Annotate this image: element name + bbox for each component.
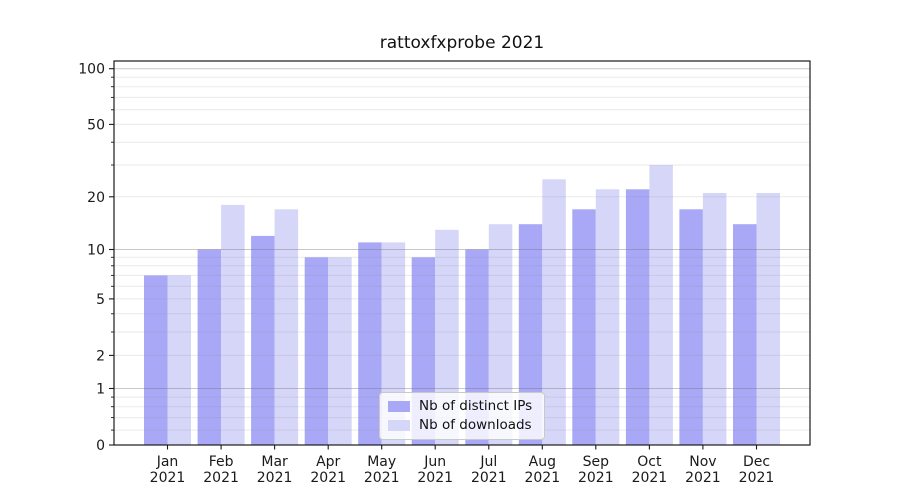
y-tick-label: 100 xyxy=(78,62,105,78)
bar-distinct-ips-nov xyxy=(679,209,703,445)
x-tick-label-month: Jun xyxy=(423,454,446,470)
bar-downloads-feb xyxy=(221,204,245,445)
legend-swatch-distinct-ips xyxy=(388,401,410,412)
x-tick-label-month: May xyxy=(367,454,396,470)
y-tick-label: 5 xyxy=(96,292,105,308)
plot-border xyxy=(113,60,811,446)
x-tick-label-month: Nov xyxy=(689,454,716,470)
x-tick-label-year: 2021 xyxy=(257,470,293,486)
bar-downloads-nov xyxy=(702,193,727,445)
x-tick-label-month: Apr xyxy=(316,454,340,470)
x-tick-label-month: Sep xyxy=(583,454,610,470)
y-tick-label: 10 xyxy=(87,243,105,259)
bar-distinct-ips-sep xyxy=(572,209,596,445)
x-tick-label-month: Dec xyxy=(743,454,770,470)
bar-distinct-ips-aug xyxy=(518,224,543,445)
legend-item-downloads: Nb of downloads xyxy=(388,416,536,435)
bar-downloads-apr xyxy=(328,257,352,445)
x-tick-label-month: Mar xyxy=(261,454,288,470)
bar-distinct-ips-dec xyxy=(733,224,757,445)
x-tick-label-month: Feb xyxy=(209,454,234,470)
y-tick-label: 20 xyxy=(87,190,105,206)
bar-downloads-mar xyxy=(274,209,299,445)
x-tick-label-year: 2021 xyxy=(685,470,721,486)
bar-distinct-ips-may xyxy=(358,242,382,445)
legend: Nb of distinct IPs Nb of downloads xyxy=(379,392,545,440)
bar-distinct-ips-apr xyxy=(304,257,329,445)
y-tick-label: 2 xyxy=(96,348,105,364)
x-tick-label-month: Aug xyxy=(529,454,556,470)
bar-distinct-ips-feb xyxy=(197,249,222,445)
legend-label-distinct-ips: Nb of distinct IPs xyxy=(419,398,533,414)
x-tick-label-month: Jul xyxy=(479,454,497,470)
x-tick-label-year: 2021 xyxy=(739,470,775,486)
bar-downloads-jan xyxy=(167,275,191,445)
x-tick-label-year: 2021 xyxy=(203,470,239,486)
chart-title: rattoxfxprobe 2021 xyxy=(379,33,545,53)
bar-downloads-sep xyxy=(595,189,620,445)
bar-distinct-ips-oct xyxy=(625,189,650,445)
x-tick-label-year: 2021 xyxy=(310,470,346,486)
bar-distinct-ips-mar xyxy=(251,235,275,445)
x-tick-label-month: Oct xyxy=(637,454,662,470)
x-tick-label-year: 2021 xyxy=(524,470,560,486)
x-tick-label-year: 2021 xyxy=(632,470,668,486)
bar-distinct-ips-jan xyxy=(144,275,168,445)
bar-downloads-aug xyxy=(542,179,566,446)
y-tick-label: 50 xyxy=(87,117,105,133)
x-tick-label-month: Jan xyxy=(156,454,179,470)
bar-downloads-dec xyxy=(756,193,780,445)
legend-label-downloads: Nb of downloads xyxy=(419,417,532,433)
y-tick-label: 1 xyxy=(96,382,105,398)
x-tick-label-year: 2021 xyxy=(578,470,614,486)
x-tick-label-year: 2021 xyxy=(417,470,453,486)
bar-downloads-jul xyxy=(488,224,513,445)
x-tick-label-year: 2021 xyxy=(364,470,400,486)
x-tick-label-year: 2021 xyxy=(150,470,186,486)
bar-downloads-jun xyxy=(435,229,459,445)
legend-swatch-downloads xyxy=(388,420,410,431)
bar-downloads-oct xyxy=(649,165,673,445)
y-tick-label: 0 xyxy=(96,438,105,454)
x-tick-label-year: 2021 xyxy=(471,470,507,486)
legend-item-distinct-ips: Nb of distinct IPs xyxy=(388,397,536,416)
